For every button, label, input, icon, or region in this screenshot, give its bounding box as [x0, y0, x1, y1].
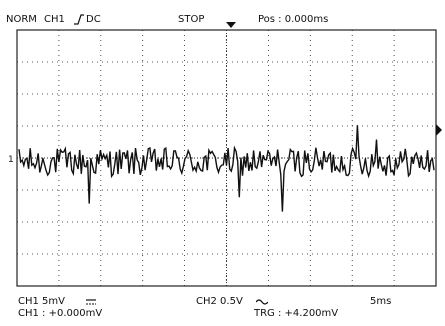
trigger-position-marker — [226, 22, 236, 28]
ch1-ground-marker: 1 — [8, 155, 14, 165]
header-channel: CH1 — [44, 14, 65, 25]
screen-markers — [226, 22, 442, 136]
horizontal-position: Pos : 0.000ms — [258, 14, 329, 25]
ch1-waveform — [18, 125, 435, 212]
trigger-level: TRG : +4.200mV — [254, 308, 339, 319]
coupling-mode: DC — [86, 14, 101, 25]
run-state: STOP — [178, 14, 205, 25]
ch1-offset: CH1 : +0.000mV — [18, 308, 103, 319]
timebase: 5ms — [370, 296, 392, 307]
acquisition-mode: NORM — [6, 14, 37, 25]
ch1-scale: CH1 5mV — [18, 296, 65, 307]
dc-coupling-icon — [86, 299, 96, 305]
graticule — [16, 29, 437, 287]
ch2-scale: CH2 0.5V — [196, 296, 243, 307]
ac-coupling-icon — [256, 299, 268, 305]
rising-edge-icon — [74, 14, 84, 25]
trigger-level-marker — [436, 124, 442, 136]
